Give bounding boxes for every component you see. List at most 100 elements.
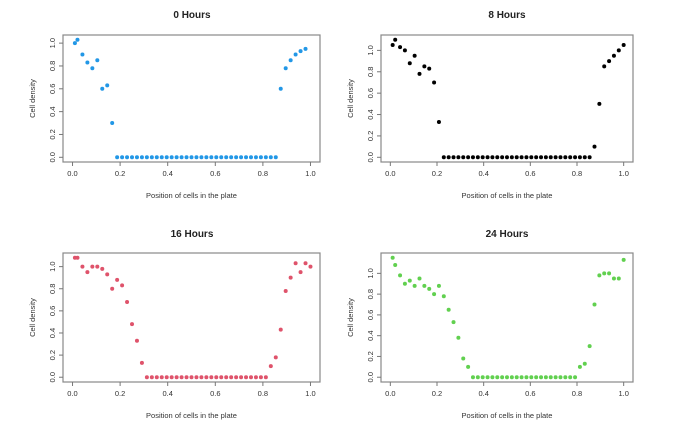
data-point: [451, 320, 456, 325]
data-point: [548, 375, 553, 380]
x-tick-label: 0.2: [115, 169, 125, 178]
panel-24-hours: 24 Hours 0.0 0.2 0.4 0.6 0.8 1.0 0.0 0.2 0.4 0.6 0.…: [346, 229, 634, 420]
data-point: [621, 257, 626, 262]
data-point: [616, 276, 621, 281]
data-point: [519, 155, 524, 160]
data-point: [268, 155, 273, 160]
x-tick-label: 1.0: [305, 389, 315, 398]
data-point: [154, 155, 159, 160]
data-point: [149, 375, 154, 380]
data-point: [534, 375, 539, 380]
data-point: [120, 155, 125, 160]
data-point: [110, 286, 115, 291]
y-tick-label: 0.6: [48, 84, 57, 94]
data-point: [616, 48, 621, 53]
y-tick-label: 0.6: [366, 310, 375, 320]
data-point: [199, 375, 204, 380]
plot-frame: [62, 34, 321, 163]
data-point: [189, 155, 194, 160]
data-point: [568, 155, 573, 160]
data-point: [139, 360, 144, 365]
data-point: [607, 59, 612, 64]
data-point: [393, 37, 398, 42]
data-point: [85, 270, 90, 275]
data-point: [524, 155, 529, 160]
data-point: [125, 300, 130, 305]
x-tick-label: 0.0: [385, 169, 395, 178]
data-point: [95, 264, 100, 269]
data-point: [427, 66, 432, 71]
x-tick-label: 1.0: [618, 389, 628, 398]
data-point: [110, 121, 115, 126]
panel-0-hours: 0 Hours 0.0 0.2 0.4 0.6 0.8 1.0 0.0 0.2 0.4 0.6 0.8…: [28, 10, 321, 200]
y-tick-label: 0.4: [48, 328, 57, 338]
data-point: [607, 271, 612, 276]
data-point: [461, 356, 466, 361]
x-axis-label: Position of cells in the plate: [146, 191, 237, 200]
x-axis-label: Position of cells in the plate: [462, 191, 553, 200]
y-tick-label: 0.2: [48, 350, 57, 360]
data-point: [577, 155, 582, 160]
data-point: [85, 60, 90, 65]
data-point: [214, 155, 219, 160]
data-point: [563, 375, 568, 380]
data-point: [115, 277, 120, 282]
data-point: [597, 101, 602, 106]
data-point: [461, 155, 466, 160]
data-point: [592, 302, 597, 307]
data-point: [582, 155, 587, 160]
x-tick-label: 0.2: [115, 389, 125, 398]
data-point: [144, 375, 149, 380]
data-point: [553, 155, 558, 160]
data-point: [303, 46, 308, 51]
data-point: [115, 155, 120, 160]
data-point: [239, 375, 244, 380]
y-tick-label: 0.8: [366, 67, 375, 77]
data-point: [298, 270, 303, 275]
x-tick-label: 0.2: [432, 169, 442, 178]
data-point: [390, 255, 395, 260]
data-point: [597, 273, 602, 278]
data-point: [164, 155, 169, 160]
data-point: [529, 375, 534, 380]
data-point: [558, 155, 563, 160]
data-point: [219, 155, 224, 160]
data-point: [446, 155, 451, 160]
data-point: [263, 155, 268, 160]
data-point: [105, 272, 110, 277]
y-tick-label: 0.8: [48, 61, 57, 71]
data-point: [505, 155, 509, 160]
data-point: [229, 375, 234, 380]
data-point: [466, 155, 471, 160]
data-point: [417, 276, 422, 281]
data-point: [105, 83, 110, 88]
y-axis-label: Cell density: [28, 79, 37, 118]
x-tick-label: 1.0: [305, 169, 315, 178]
data-point: [164, 375, 169, 380]
data-point: [514, 155, 519, 160]
data-point: [72, 41, 77, 46]
data-point: [263, 375, 268, 380]
data-point: [90, 264, 95, 269]
data-point: [134, 155, 139, 160]
y-tick-label: 0.6: [48, 306, 57, 316]
data-point: [293, 52, 298, 57]
chart-title: 24 Hours: [486, 229, 529, 240]
data-point: [485, 375, 490, 380]
data-point: [553, 375, 558, 380]
data-point: [194, 375, 199, 380]
data-point: [224, 155, 229, 160]
x-tick-label: 0.6: [210, 389, 220, 398]
data-point: [495, 155, 500, 160]
data-point: [611, 276, 616, 281]
y-tick-label: 1.0: [48, 38, 57, 48]
plot-frame: [62, 252, 321, 383]
y-tick-label: 0.2: [48, 129, 57, 139]
data-point: [273, 155, 278, 160]
data-point: [75, 255, 80, 260]
y-tick-label: 0.4: [48, 106, 57, 116]
x-tick-label: 0.4: [162, 169, 172, 178]
data-point: [539, 155, 544, 160]
data-point: [204, 375, 209, 380]
data-point: [398, 273, 403, 278]
